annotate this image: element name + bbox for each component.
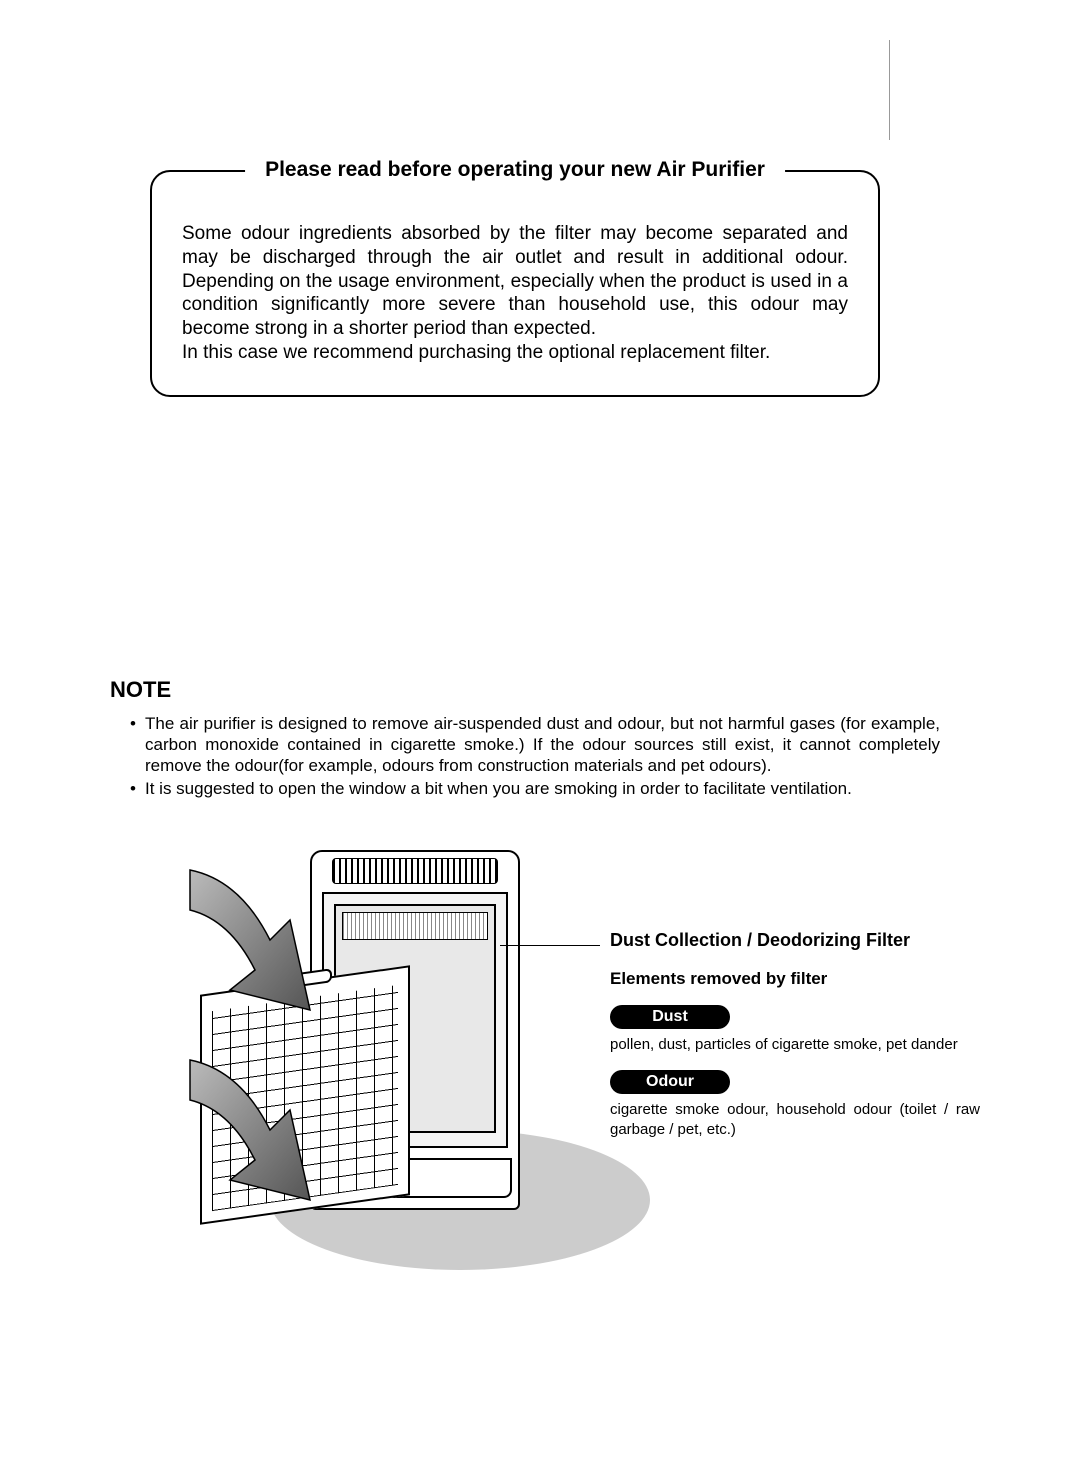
air-purifier-diagram: [170, 850, 580, 1280]
diagram-section: Dust Collection / Deodorizing Filter Ele…: [100, 850, 980, 1280]
device-top-grille: [332, 858, 498, 884]
callout-line: [500, 945, 600, 947]
device-inner-vent: [342, 912, 488, 940]
filter-labels: Dust Collection / Deodorizing Filter Ele…: [610, 930, 980, 1140]
airflow-arrow-icon: [180, 860, 330, 1040]
dust-pill: Dust: [610, 1005, 730, 1029]
notice-box: Please read before operating your new Ai…: [150, 170, 880, 397]
filter-title: Dust Collection / Deodorizing Filter: [610, 930, 980, 951]
note-heading: NOTE: [110, 677, 940, 703]
note-item: The air purifier is designed to remove a…: [130, 713, 940, 777]
note-item: It is suggested to open the window a bit…: [130, 778, 940, 799]
odour-pill: Odour: [610, 1070, 730, 1094]
filter-subtitle: Elements removed by filter: [610, 969, 980, 989]
dust-desc: pollen, dust, particles of cigarette smo…: [610, 1035, 980, 1055]
odour-desc: cigarette smoke odour, household odour (…: [610, 1100, 980, 1139]
notice-title: Please read before operating your new Ai…: [245, 158, 785, 182]
note-list: The air purifier is designed to remove a…: [110, 713, 940, 800]
page: Please read before operating your new Ai…: [0, 0, 1080, 1320]
page-margin-line: [889, 40, 890, 140]
airflow-arrow-icon: [180, 1050, 330, 1230]
note-section: NOTE The air purifier is designed to rem…: [110, 677, 940, 800]
notice-body: Some odour ingredients absorbed by the f…: [182, 222, 848, 365]
